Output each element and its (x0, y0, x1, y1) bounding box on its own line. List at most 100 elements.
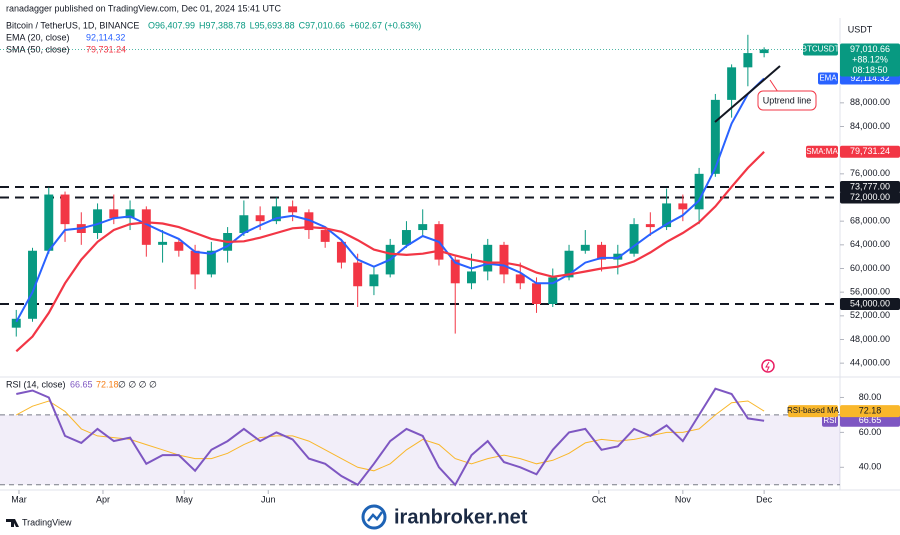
y-tick-label: 76,000.00 (850, 168, 890, 178)
last-price-change-label: +88.12% (852, 54, 888, 64)
rsi-last-box (840, 414, 900, 427)
candle-body (336, 241, 346, 263)
candle-body (580, 244, 590, 251)
events-icon[interactable] (761, 359, 775, 373)
y-tick-label: 60.00 (859, 427, 882, 437)
candle-body (28, 250, 37, 319)
level-label: 54,000.00 (850, 298, 890, 308)
symbol-tag-box (803, 43, 838, 56)
watermark-backdrop (340, 503, 550, 533)
indicator-tag: EMA (819, 74, 837, 83)
watermark-logo-mark (367, 511, 384, 522)
watermark-logo (361, 504, 387, 530)
rsi-last-label: 72.18 (859, 405, 882, 415)
candle-body (678, 203, 688, 210)
candle-body (499, 244, 509, 275)
y-tick-label: 52,000.00 (850, 310, 890, 320)
candle-body (710, 99, 720, 174)
candle-body (483, 244, 493, 272)
indicator-tag-box (818, 72, 838, 85)
candle-body (206, 250, 216, 275)
candle-body (743, 53, 753, 68)
candle-body (467, 271, 476, 284)
x-tick-label: Nov (675, 494, 692, 504)
legend-name: SMA (50, close) (6, 44, 70, 54)
candle-body (645, 224, 655, 228)
indicator-last-box (840, 145, 900, 158)
indicator-last-label: 92,114.32 (850, 73, 889, 83)
candle-body (515, 274, 525, 284)
candle-body (727, 67, 737, 100)
brand-logo (6, 519, 19, 527)
y-tick-label: 64,000.00 (850, 239, 890, 249)
publisher: ranadagger published on TradingView.com,… (6, 3, 282, 13)
candle-body (174, 241, 184, 251)
y-tick-label: 80.00 (859, 392, 882, 402)
last-price-box (840, 43, 900, 77)
y-tick-label: 44,000.00 (850, 358, 890, 368)
rsi-tag: RSI-based MA (787, 406, 840, 415)
brand: TradingView (22, 517, 72, 527)
candle-body (597, 244, 607, 260)
candle-body (239, 215, 249, 233)
candle-body (60, 194, 70, 225)
x-tick-label: Mar (11, 494, 27, 504)
rsi-line (16, 400, 765, 472)
candle-body (320, 230, 330, 242)
ohlc-label: +602.67 (+0.63%) (349, 20, 421, 30)
candle-body (109, 209, 119, 219)
level-label: 72,000.00 (850, 192, 890, 202)
y-tick-label: 60,000.00 (850, 263, 890, 273)
rsi-legend-extra: ∅ ∅ ∅ ∅ (118, 379, 157, 389)
rsi-last-box (840, 405, 900, 418)
x-tick-label: Dec (756, 494, 773, 504)
y-tick-label: 84,000.00 (850, 121, 890, 131)
candle-body (629, 224, 639, 254)
rsi-line (16, 387, 765, 487)
legend-value: 79,731.24 (86, 44, 126, 54)
rsi-title: RSI (14, close) (6, 379, 66, 389)
candle-body (450, 259, 460, 284)
trend-line (714, 65, 781, 123)
y-tick-label: 56,000.00 (850, 287, 890, 297)
ohlc-label: L95,693.88 (250, 20, 295, 30)
candle-body (564, 250, 574, 278)
rsi-legend-value: 66.65 (70, 379, 93, 389)
last-price-last-label: 97,010.66 (850, 44, 890, 54)
indicator-last-label: 79,731.24 (850, 146, 890, 156)
y-tick-label: 40.00 (859, 462, 882, 472)
level-box (840, 180, 900, 193)
symbol-title: Bitcoin / TetherUS, 1D, BINANCE (6, 20, 139, 30)
candle-body (694, 173, 704, 210)
currency: USDT (848, 24, 873, 34)
candle-body (304, 212, 314, 231)
indicator-tag-box (806, 145, 838, 158)
symbol-tag: BTCUSDT (802, 45, 840, 54)
candle-body (190, 250, 200, 275)
level-box (840, 191, 900, 204)
callout-pointer (769, 79, 779, 93)
candle-body (418, 224, 428, 231)
candle-body (662, 203, 672, 228)
level-box (840, 298, 900, 310)
candle-body (141, 209, 151, 245)
rsi-tag-box (788, 405, 838, 418)
candle-body (548, 277, 558, 304)
candle-body (532, 283, 541, 304)
candle-body (11, 318, 21, 328)
ohlc-label: C97,010.66 (299, 20, 346, 30)
indicator-tag: SMA:MA (806, 147, 838, 156)
candle-body (271, 206, 281, 222)
rsi-last-label: 66.65 (859, 415, 882, 425)
overlay: Mar Apr May Jun Oct Nov Dec 44,000.00 48,000.00 5… (0, 20, 900, 504)
legend-value: 92,114.32 (86, 32, 125, 42)
level-label: 73,777.00 (850, 181, 890, 191)
annotation: Uptrend line (763, 95, 812, 105)
candle-body (759, 49, 769, 54)
candle-body (158, 241, 168, 245)
x-tick-label: May (176, 494, 194, 504)
x-tick-label: Oct (592, 494, 607, 504)
x-tick-label: Jun (261, 494, 276, 504)
